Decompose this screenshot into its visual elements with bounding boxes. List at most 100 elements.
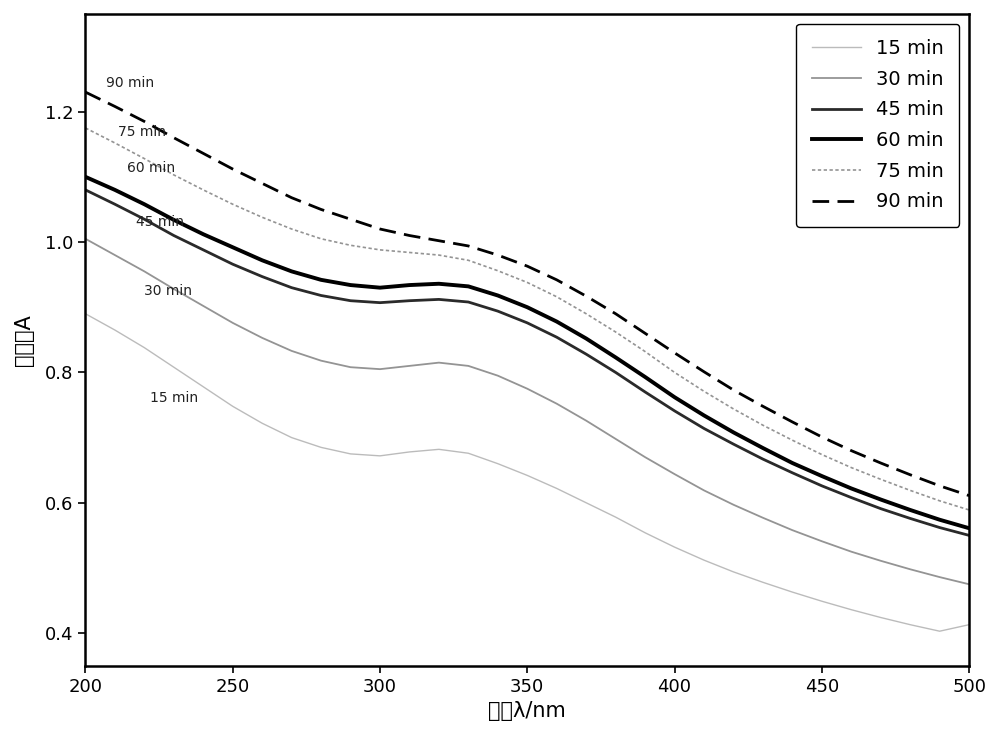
15 min	[639, 528, 651, 537]
90 min	[433, 237, 445, 245]
30 min	[256, 334, 268, 343]
15 min	[227, 402, 239, 411]
75 min	[904, 486, 916, 495]
Line: 60 min: 60 min	[85, 177, 969, 528]
60 min	[315, 276, 327, 284]
60 min	[698, 411, 710, 420]
15 min	[374, 451, 386, 460]
90 min	[934, 481, 946, 490]
60 min	[580, 334, 592, 343]
60 min	[551, 318, 563, 326]
75 min	[786, 436, 798, 445]
15 min	[610, 513, 622, 522]
45 min	[904, 514, 916, 523]
30 min	[374, 365, 386, 373]
30 min	[197, 301, 209, 310]
60 min	[757, 444, 769, 453]
30 min	[492, 371, 504, 380]
60 min	[786, 459, 798, 467]
90 min	[286, 193, 298, 202]
75 min	[138, 154, 150, 163]
45 min	[109, 200, 121, 209]
30 min	[963, 580, 975, 589]
90 min	[580, 292, 592, 301]
15 min	[580, 498, 592, 507]
30 min	[580, 416, 592, 425]
90 min	[963, 491, 975, 500]
45 min	[138, 215, 150, 223]
30 min	[79, 234, 91, 243]
15 min	[197, 382, 209, 391]
Text: 45 min: 45 min	[136, 215, 184, 229]
45 min	[433, 295, 445, 304]
15 min	[345, 450, 357, 459]
45 min	[610, 368, 622, 377]
90 min	[551, 276, 563, 284]
Text: 30 min: 30 min	[144, 284, 192, 298]
15 min	[168, 363, 180, 372]
90 min	[816, 432, 828, 441]
75 min	[521, 278, 533, 287]
45 min	[551, 333, 563, 342]
30 min	[875, 556, 887, 565]
45 min	[256, 272, 268, 281]
45 min	[492, 306, 504, 315]
75 min	[610, 328, 622, 337]
60 min	[462, 282, 474, 291]
15 min	[79, 309, 91, 318]
60 min	[727, 428, 739, 437]
60 min	[963, 524, 975, 533]
30 min	[816, 537, 828, 545]
15 min	[256, 419, 268, 428]
45 min	[845, 493, 857, 502]
Line: 45 min: 45 min	[85, 190, 969, 535]
15 min	[551, 484, 563, 493]
15 min	[462, 449, 474, 458]
45 min	[227, 259, 239, 268]
30 min	[345, 363, 357, 372]
30 min	[227, 318, 239, 327]
60 min	[374, 283, 386, 292]
75 min	[256, 213, 268, 222]
75 min	[757, 421, 769, 430]
15 min	[403, 448, 415, 456]
30 min	[934, 573, 946, 581]
30 min	[610, 434, 622, 443]
90 min	[374, 225, 386, 234]
75 min	[727, 404, 739, 413]
30 min	[403, 362, 415, 370]
60 min	[345, 281, 357, 290]
90 min	[315, 205, 327, 214]
Text: 60 min: 60 min	[127, 161, 175, 175]
30 min	[639, 453, 651, 462]
45 min	[698, 424, 710, 433]
45 min	[168, 231, 180, 240]
75 min	[462, 256, 474, 265]
60 min	[286, 267, 298, 276]
Text: 90 min: 90 min	[106, 76, 154, 90]
45 min	[286, 283, 298, 292]
30 min	[521, 384, 533, 393]
90 min	[698, 368, 710, 376]
15 min	[109, 326, 121, 334]
30 min	[698, 486, 710, 495]
60 min	[816, 472, 828, 481]
30 min	[109, 251, 121, 259]
90 min	[462, 242, 474, 251]
45 min	[786, 468, 798, 477]
Y-axis label: 吸光度A: 吸光度A	[14, 314, 34, 366]
75 min	[227, 200, 239, 209]
45 min	[757, 455, 769, 464]
15 min	[904, 620, 916, 629]
15 min	[934, 627, 946, 636]
75 min	[197, 185, 209, 194]
90 min	[521, 262, 533, 270]
90 min	[875, 459, 887, 467]
45 min	[875, 504, 887, 513]
90 min	[79, 87, 91, 96]
60 min	[669, 392, 681, 401]
60 min	[845, 484, 857, 493]
X-axis label: 波长λ/nm: 波长λ/nm	[488, 701, 566, 721]
15 min	[521, 471, 533, 480]
30 min	[286, 346, 298, 355]
